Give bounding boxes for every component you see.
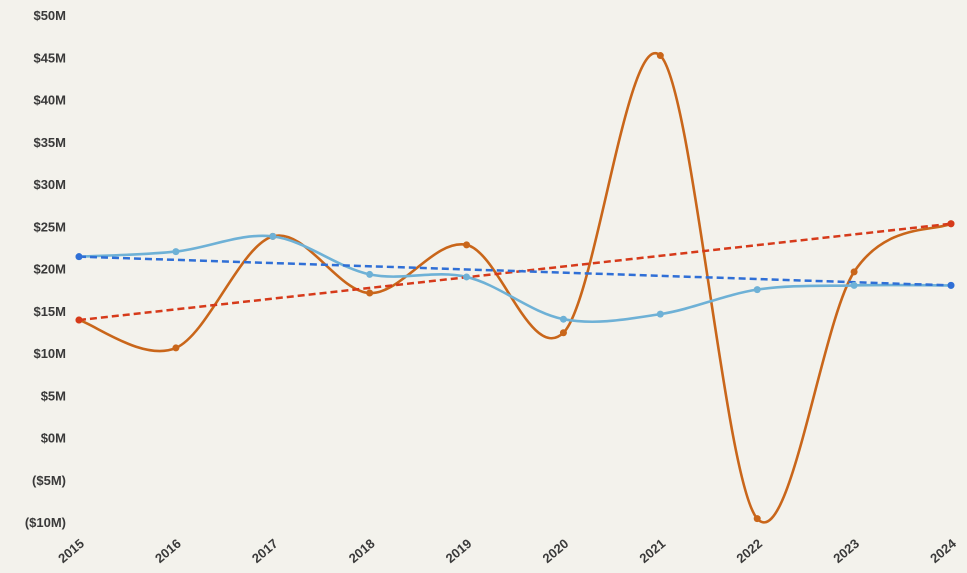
x-tick-label: 2017	[249, 536, 281, 566]
orange-trend-trend-line	[78, 222, 952, 322]
lightblue-point	[366, 270, 374, 278]
y-tick-label: ($10M)	[25, 515, 66, 530]
x-tick-label: 2020	[540, 536, 572, 566]
y-tick-label: $0M	[41, 431, 66, 446]
orange-series-line	[77, 51, 953, 524]
y-tick-label: $10M	[33, 346, 66, 361]
orange-point	[463, 241, 471, 249]
orange-point	[656, 52, 664, 60]
y-tick-label: $30M	[33, 177, 66, 192]
x-tick-label: 2023	[830, 536, 862, 566]
orange-point	[850, 268, 858, 276]
y-tick-label: ($5M)	[32, 473, 66, 488]
x-tick-label: 2021	[636, 536, 668, 566]
x-tick-label: 2018	[346, 536, 378, 566]
y-tick-label: $50M	[33, 8, 66, 23]
x-tick-label: 2022	[733, 536, 765, 566]
lightblue-series-line	[77, 234, 953, 324]
orange-point	[753, 515, 761, 523]
lightblue-point	[269, 232, 277, 240]
x-tick-label: 2019	[443, 536, 475, 566]
y-tick-label: $40M	[33, 93, 66, 108]
lightblue-point	[656, 310, 664, 318]
orange-point	[559, 329, 567, 337]
orange-point	[366, 289, 374, 297]
blue-trend-point	[947, 281, 955, 289]
blue-trend-trend-line	[78, 255, 952, 287]
y-tick-label: $25M	[33, 219, 66, 234]
orange-trend-point	[75, 316, 83, 324]
x-tick-label: 2016	[152, 536, 184, 566]
lightblue-point	[172, 248, 180, 256]
lightblue-point	[753, 286, 761, 294]
x-tick-label: 2015	[55, 536, 87, 566]
y-tick-label: $5M	[41, 388, 66, 403]
lightblue-point	[559, 315, 567, 323]
blue-trend-point	[75, 253, 83, 261]
lightblue-point	[463, 273, 471, 281]
y-tick-label: $15M	[33, 304, 66, 319]
lightblue-point	[850, 281, 858, 289]
orange-trend-point	[947, 220, 955, 228]
x-tick-label: 2024	[927, 535, 959, 566]
y-tick-label: $35M	[33, 135, 66, 150]
y-tick-label: $45M	[33, 50, 66, 65]
y-tick-label: $20M	[33, 262, 66, 277]
orange-point	[172, 344, 180, 352]
